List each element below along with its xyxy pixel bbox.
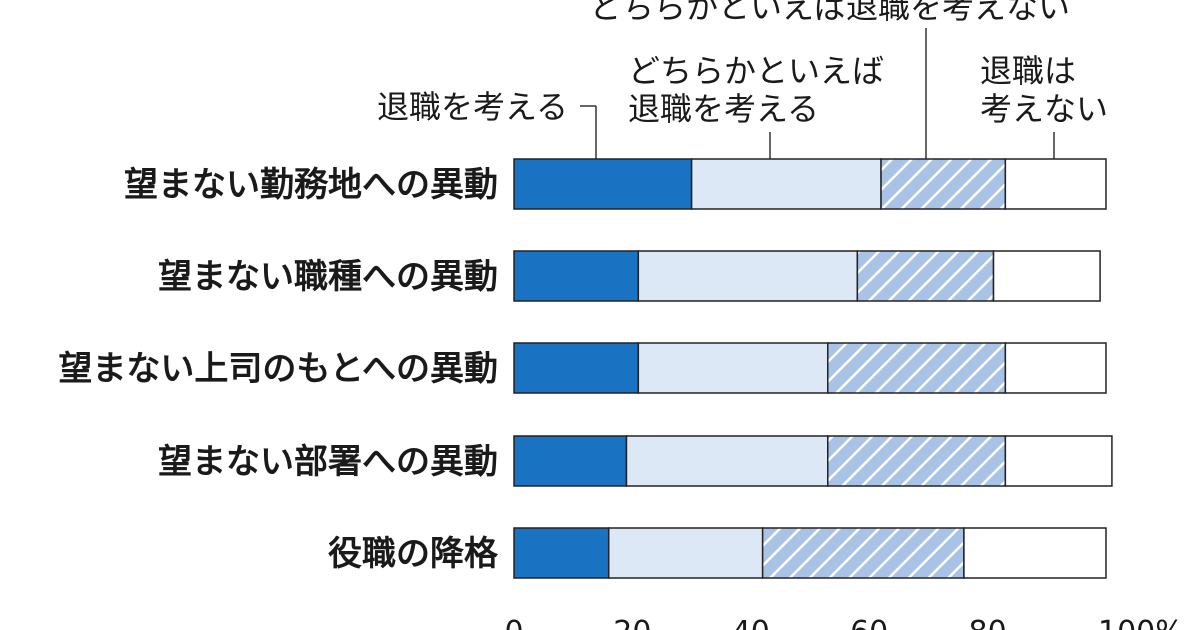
bar-segment-1-3 [880,158,1007,210]
category-label-4: 望まない部署への異動 [158,442,498,482]
x-tick-label-5: 80 [969,615,1007,630]
x-axis: 0 20 40 60 80 100% [504,615,1183,630]
bar-segment-4-2 [625,435,829,487]
bar-segment-2-1 [513,250,640,302]
legend-label-3-line-1: どちらかといえば退職を考えない [590,0,1070,26]
bar-segment-2-3 [856,250,995,302]
bar-segment-4-1 [513,435,628,487]
category-label-1: 望まない勤務地への異動 [124,165,498,205]
bar-segment-3-4 [1004,342,1107,394]
x-tick-label-6: 100% [1098,615,1184,630]
category-label-3: 望まない上司のもとへの異動 [58,349,498,389]
legend-label-2-line-2: 退職を考える [628,90,819,128]
x-tick-label-3: 40 [732,615,770,630]
bar-segment-2-2 [637,250,859,302]
category-label-5: 役職の降格 [328,534,499,574]
legend-label-4-line-1: 退職は [980,52,1076,90]
bar-segment-4-3 [827,435,1007,487]
bar-segment-4-4 [1004,435,1113,487]
bar-segment-3-3 [827,342,1007,394]
bar-segment-1-4 [1004,158,1107,210]
bars [513,158,1113,579]
bar-segment-5-4 [963,527,1107,579]
legend-label-1-line-1: 退職を考える [377,88,568,126]
bar-segment-3-1 [513,342,640,394]
legend-label-2-line-1: どちらかといえば [628,52,884,90]
category-labels: 望まない勤務地への異動望まない職種への異動望まない上司のもとへの異動望まない部署… [58,165,499,574]
bar-segment-1-2 [690,158,882,210]
bar-segment-3-2 [637,342,829,394]
legend-label-4-line-2: 考えない [980,90,1108,128]
legend: 退職を考えるどちらかといえば退職を考えるどちらかといえば退職を考えない退職は考え… [377,0,1108,159]
bar-segment-2-4 [992,250,1101,302]
category-label-2: 望まない職種への異動 [158,257,498,297]
bar-segment-5-1 [513,527,610,579]
x-tick-label-4: 60 [850,615,888,630]
x-tick-label-2: 20 [613,615,651,630]
bar-segment-1-1 [513,158,693,210]
bar-segment-5-2 [607,527,764,579]
x-tick-label-1: 0 [504,615,523,630]
bar-segment-5-3 [761,527,965,579]
